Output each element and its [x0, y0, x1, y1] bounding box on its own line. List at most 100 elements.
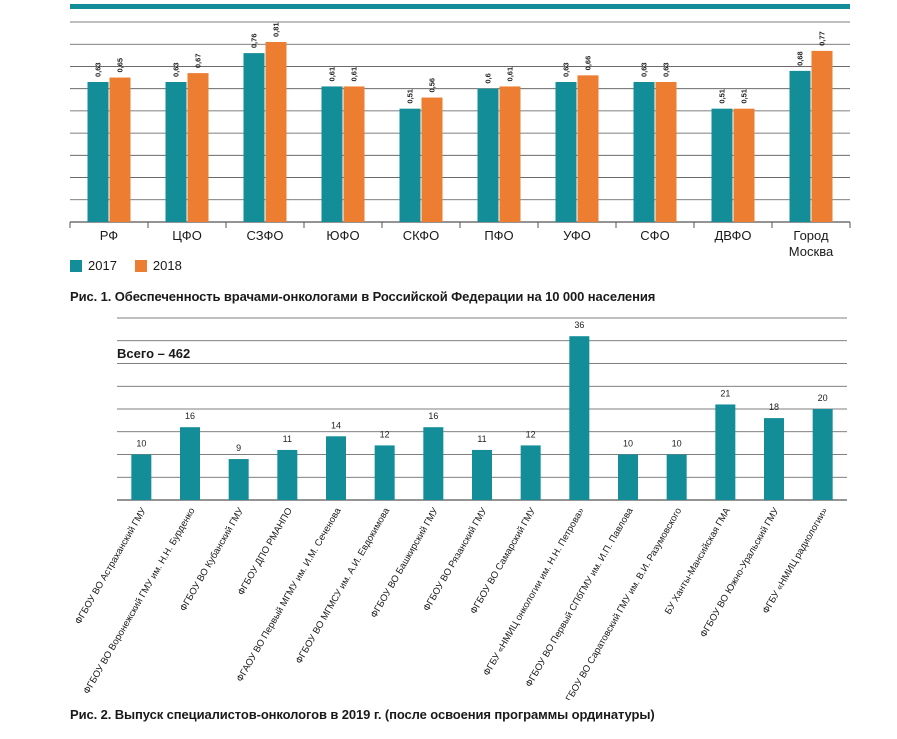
chart1-bar-2018 — [811, 50, 833, 223]
chart1-bar-2018 — [265, 42, 287, 222]
chart1-data-label: 0,63 — [94, 62, 103, 77]
chart2-data-label: 11 — [477, 434, 486, 444]
chart1-bar-2017 — [165, 82, 187, 222]
chart1-category-label: УФО — [563, 228, 591, 243]
chart1-bar-2017 — [399, 108, 421, 222]
chart2-bar — [374, 445, 395, 500]
chart2-bar — [618, 454, 638, 500]
chart2-bar — [666, 454, 687, 500]
chart2-bar — [520, 445, 541, 500]
chart1-data-label: 0,63 — [662, 62, 671, 77]
figure2-caption: Рис. 2. Выпуск специалистов-онкологов в … — [70, 707, 655, 722]
chart1-bar-2017 — [633, 82, 655, 222]
chart1-bar-2017 — [87, 82, 109, 222]
chart2-bar — [569, 336, 590, 500]
chart2-category-label: ФГБОУ ВО Воронежский ГМУ им. Н.Н. Бурден… — [81, 506, 197, 696]
chart2-data-label: 36 — [574, 320, 584, 330]
chart2-category-label: ФГБОУ ВО Первый СПбГМУ им. И.П. Павлова — [524, 505, 636, 689]
chart1-data-label: 0,66 — [584, 56, 593, 71]
chart1-data-label: 0,76 — [250, 34, 259, 49]
chart2-data-label: 21 — [720, 388, 730, 398]
chart2-data-label: 16 — [428, 411, 438, 421]
chart1-bar-2018 — [343, 86, 365, 222]
chart1-bar-2017 — [243, 53, 265, 222]
chart1-category-label: СЗФО — [247, 228, 284, 243]
legend-swatch-2018 — [134, 259, 147, 272]
chart1-bar-2017 — [711, 108, 733, 222]
chart2-bar — [715, 404, 736, 500]
chart2-bar — [326, 436, 346, 500]
chart2-data-label: 16 — [185, 411, 195, 421]
chart1-category-label: Город Москва — [789, 228, 834, 259]
chart2-data-label: 10 — [623, 439, 633, 449]
chart2-category-label: ФГБОУ ДПО РМАНПО — [236, 506, 295, 597]
chart-oncologists-per-10000: 0,63 0,65 РФ 0,63 0,67 ЦФО 0,76 0,81 СЗФО 0,61 0,6… — [69, 21, 851, 259]
chart1-bar-2018 — [109, 77, 131, 222]
chart1-data-label: 0,63 — [640, 62, 649, 77]
chart1-category-label: СКФО — [403, 228, 440, 243]
chart2-total-annotation: Всего – 462 — [117, 346, 191, 361]
chart2-category-label: ФГБОУ ВО Южно-Уральский ГМУ — [698, 505, 782, 639]
chart2-category-label: ФГБОУ ВО МГМСУ им. А.И. Евдокимова — [294, 505, 393, 665]
chart1-bar-2017 — [321, 86, 343, 222]
chart2-data-label: 20 — [818, 393, 828, 403]
chart1-data-label: 0,61 — [350, 67, 359, 82]
chart1-category-label: СФО — [640, 228, 669, 243]
chart1-bar-2018 — [499, 86, 521, 222]
chart1-data-label: 0,63 — [172, 62, 181, 77]
chart1-data-label: 0,63 — [562, 62, 571, 77]
chart1-data-label: 0,65 — [116, 58, 125, 73]
chart2-data-label: 9 — [236, 443, 241, 453]
chart2-bar — [131, 454, 152, 500]
chart1-category-label: РФ — [100, 228, 119, 243]
chart1-data-label: 0,6 — [484, 73, 493, 83]
chart2-category-label: ФГБУ «НМИЦ онкологии им. Н.Н. Петрова» — [481, 506, 587, 678]
chart2-data-label: 10 — [672, 439, 682, 449]
chart2-bar — [277, 449, 298, 500]
chart1-bar-2018 — [187, 73, 209, 222]
chart1-bar-2017 — [555, 82, 577, 222]
chart2-bar — [812, 409, 833, 500]
chart1-data-label: 0,68 — [796, 51, 805, 66]
chart1-category-label: ЮФО — [326, 228, 359, 243]
chart2-data-label: 12 — [380, 429, 390, 439]
legend-label-2017: 2017 — [88, 258, 117, 273]
chart1-category-label: ДВФО — [714, 228, 751, 243]
chart1-data-label: 0,67 — [194, 54, 203, 69]
legend-swatch-2017 — [70, 259, 82, 272]
chart2-bar — [228, 459, 249, 500]
chart1-bar-2018 — [655, 82, 677, 222]
chart1-data-label: 0,77 — [818, 31, 827, 46]
legend-label-2018: 2018 — [152, 258, 182, 273]
chart1-category-label: ЦФО — [172, 228, 202, 243]
chart2-bar — [764, 418, 784, 500]
chart2-data-label: 11 — [283, 434, 292, 444]
chart2-bar — [472, 449, 492, 500]
chart1-legend: 2017 2018 — [70, 258, 182, 273]
chart1-category-label: ПФО — [484, 228, 513, 243]
chart2-data-label: 18 — [769, 402, 779, 412]
chart1-data-label: 0,61 — [328, 67, 337, 82]
chart1-bar-2017 — [477, 88, 499, 223]
chart1-bar-2018 — [421, 97, 443, 222]
chart1-data-label: 0,51 — [740, 89, 749, 104]
chart1-data-label: 0,56 — [428, 78, 437, 93]
chart2-category-label: ФГАОУ ВО Первый МГМУ им. И.М. Сеченова — [235, 505, 344, 683]
top-accent-bar — [70, 4, 850, 9]
legend-item-2017: 2017 — [70, 258, 117, 273]
figure1-caption: Рис. 1. Обеспеченность врачами-онкологам… — [70, 289, 656, 304]
chart2-data-label: 10 — [136, 439, 146, 449]
chart1-data-label: 0,51 — [718, 89, 727, 104]
legend-item-2018: 2018 — [134, 258, 182, 273]
chart1-bar-2018 — [733, 108, 755, 222]
chart2-bar — [423, 427, 444, 500]
chart2-bar — [180, 427, 200, 500]
chart1-data-label: 0,61 — [506, 67, 515, 82]
chart1-data-label: 0,51 — [406, 89, 415, 104]
chart2-data-label: 12 — [526, 429, 536, 439]
chart1-bar-2018 — [577, 75, 599, 222]
chart1-bar-2017 — [789, 70, 811, 222]
chart1-data-label: 0,81 — [272, 22, 281, 37]
chart2-data-label: 14 — [331, 420, 341, 430]
